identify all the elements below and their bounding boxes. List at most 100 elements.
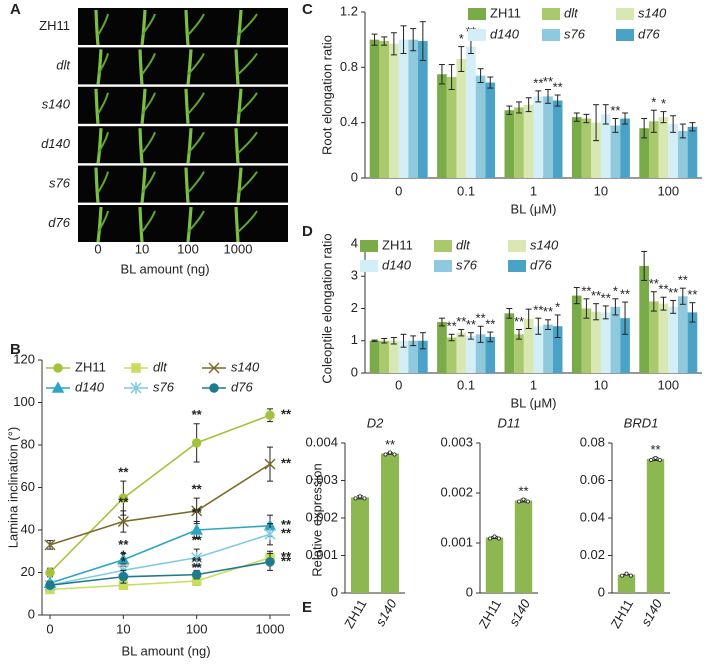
marker	[209, 383, 219, 393]
significance: **	[649, 276, 659, 291]
significance: **	[610, 103, 620, 118]
bar	[485, 82, 496, 178]
marker	[208, 362, 220, 374]
bar	[648, 301, 659, 373]
seedling-leaf	[237, 92, 258, 115]
seedling	[138, 206, 144, 243]
seedling-leaf	[237, 13, 258, 36]
legend-swatch	[360, 260, 378, 272]
bar	[658, 117, 669, 178]
bar	[398, 340, 409, 373]
replicate-dot	[653, 455, 658, 460]
seedling-leaf	[141, 131, 156, 154]
column-label: 1000	[224, 241, 253, 256]
replicate-dot	[492, 534, 497, 539]
legend-label: dlt	[564, 5, 579, 20]
significance: **	[192, 505, 203, 520]
replicate-dot	[657, 457, 662, 462]
marker	[265, 410, 275, 420]
significance: **	[543, 74, 553, 89]
bar	[591, 122, 601, 178]
row-label: d140	[41, 136, 71, 151]
line	[49, 533, 271, 587]
seedling	[140, 167, 147, 203]
significance: **	[118, 465, 129, 480]
y-tick-label: 0.04	[580, 509, 605, 524]
seedling	[140, 88, 147, 124]
legend-swatch	[542, 8, 560, 20]
seedling-leaf	[141, 210, 156, 233]
replicate-dot	[392, 452, 397, 457]
significance: **	[281, 553, 292, 568]
seedling-leaf	[237, 210, 258, 233]
seedling-leaf	[97, 13, 109, 36]
line	[49, 556, 271, 591]
bar	[646, 458, 665, 593]
y-tick-label: 0.06	[580, 472, 605, 487]
legend-label: s76	[564, 26, 586, 41]
y-tick-label: 0	[598, 584, 605, 599]
line	[49, 524, 271, 584]
seedling	[234, 128, 240, 164]
significance: **	[281, 549, 292, 564]
x-axis-label: BL amount (ng)	[121, 643, 210, 658]
bar	[389, 340, 399, 373]
marker	[265, 557, 275, 567]
y-tick-label: 0.4	[340, 114, 358, 129]
bar	[571, 117, 582, 178]
legend-label: dlt	[456, 237, 471, 252]
photo-row	[78, 8, 288, 45]
bar	[687, 126, 698, 178]
significance: **	[533, 303, 543, 318]
bar	[514, 334, 524, 373]
x-tick-label: 1	[530, 183, 537, 198]
bar	[533, 96, 544, 178]
marker	[264, 458, 276, 470]
seedling-leaf	[237, 131, 258, 154]
significance: *	[121, 547, 127, 562]
seedling-leaf	[141, 171, 156, 194]
marker	[51, 381, 65, 393]
seedling	[234, 206, 240, 243]
seedling-leaf	[187, 131, 205, 154]
seedling-leaf	[141, 53, 156, 76]
significance: **	[620, 286, 630, 301]
legend-label: s76	[153, 379, 175, 394]
significance: **	[192, 482, 203, 497]
line	[49, 561, 271, 587]
bar	[668, 124, 678, 178]
significance: *	[555, 299, 560, 314]
marker	[45, 580, 55, 590]
x-tick-label: 10	[594, 377, 608, 392]
replicate-dot	[387, 450, 392, 455]
bar	[610, 125, 621, 178]
bar	[381, 453, 399, 593]
bar	[668, 306, 678, 373]
bar	[552, 100, 563, 178]
significance: **	[281, 517, 292, 532]
photo-row	[78, 86, 288, 124]
legend-label: d76	[638, 26, 660, 41]
seedling	[186, 206, 193, 243]
significance: **	[553, 79, 563, 94]
x-tick-label: 0.1	[457, 183, 475, 198]
significance: **	[678, 273, 688, 288]
bar	[418, 41, 428, 178]
seedling	[236, 9, 243, 46]
marker	[191, 569, 202, 580]
row-label: s76	[49, 176, 71, 191]
y-tick-label: 0	[466, 584, 473, 599]
seedling-leaf	[97, 131, 109, 154]
marker	[191, 551, 203, 564]
panel-label: D	[302, 223, 313, 240]
y-tick-label: 80	[21, 436, 35, 451]
bar	[437, 322, 447, 373]
legend-label: ZH11	[75, 359, 106, 374]
x-tick-label: 0	[46, 621, 53, 636]
seedling	[184, 9, 190, 46]
y-tick-label: 0.08	[580, 434, 605, 449]
marker	[130, 382, 142, 394]
bar	[600, 114, 611, 178]
significance: **	[518, 483, 528, 498]
y-tick-label: 0	[351, 364, 358, 379]
